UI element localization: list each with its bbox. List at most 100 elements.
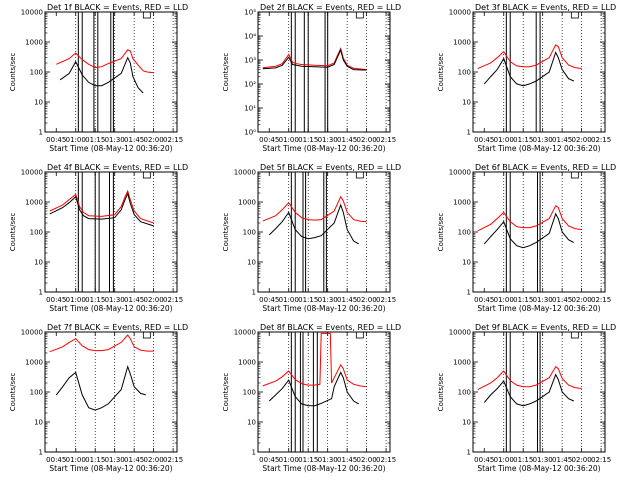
x-tick-label: 02:15 <box>591 296 611 304</box>
y-tick-label: 10⁰ <box>244 129 256 137</box>
panel-title: Det 4f BLACK = Events, RED = LLD <box>47 163 188 172</box>
x-tick-label: 00:45 <box>474 456 494 464</box>
x-axis-label: Start Time (08-May-12 00:36:20) <box>262 304 385 313</box>
y-tick-label: 1000 <box>238 359 256 367</box>
series-line-lld <box>262 47 367 71</box>
y-tick-label: 100 <box>243 389 256 397</box>
x-tick-label: 02:00 <box>144 456 164 464</box>
x-tick-label: 02:00 <box>357 296 377 304</box>
x-axis-label: Start Time (08-May-12 00:36:20) <box>262 464 385 473</box>
x-tick-label: 02:00 <box>357 136 377 144</box>
x-tick-label: 02:15 <box>376 136 396 144</box>
series-line-events <box>262 48 367 71</box>
x-tick-label: 01:30 <box>318 136 338 144</box>
panel-title: Det 5f BLACK = Events, RED = LLD <box>260 163 401 172</box>
plot-frame <box>44 331 178 453</box>
x-tick-label: 01:15 <box>85 136 105 144</box>
series-line-events <box>483 51 575 87</box>
y-tick-label: 100 <box>243 229 256 237</box>
x-axis-label: Start Time (08-May-12 00:36:20) <box>49 464 172 473</box>
panel-title: Det 9f BLACK = Events, RED = LLD <box>475 323 616 332</box>
plot-frame <box>257 331 391 453</box>
x-tick-label: 00:45 <box>46 456 66 464</box>
y-tick-label: 1000 <box>453 199 471 207</box>
y-axis-label: Counts/sec <box>222 213 230 252</box>
y-tick-label: 10 <box>34 419 43 427</box>
x-tick-label: 01:00 <box>494 456 514 464</box>
y-tick-label: 100 <box>30 389 43 397</box>
series-line-events <box>49 192 154 227</box>
y-axis-label: Counts/sec <box>437 53 445 92</box>
plot-frame <box>472 171 606 293</box>
y-tick-label: 10 <box>462 419 471 427</box>
plot-frame <box>44 171 178 293</box>
x-tick-label: 00:45 <box>259 296 279 304</box>
x-tick-label: 01:15 <box>513 136 533 144</box>
y-tick-label: 100 <box>458 389 471 397</box>
y-tick-label: 10000 <box>449 169 471 177</box>
series-line-lld <box>262 195 367 223</box>
legend-box <box>142 11 151 19</box>
y-tick-label: 10⁴ <box>244 33 256 41</box>
y-tick-label: 10000 <box>449 9 471 17</box>
series-line-events <box>483 373 575 407</box>
x-axis-label: Start Time (08-May-12 00:36:20) <box>477 464 600 473</box>
y-tick-label: 100 <box>30 229 43 237</box>
x-tick-label: 01:45 <box>124 456 144 464</box>
x-tick-label: 01:00 <box>279 296 299 304</box>
panel-title: Det 1f BLACK = Events, RED = LLD <box>47 3 188 12</box>
legend-box <box>355 171 364 179</box>
x-tick-label: 02:15 <box>376 456 396 464</box>
x-tick-label: 01:30 <box>105 296 125 304</box>
x-tick-label: 01:45 <box>552 296 572 304</box>
x-tick-label: 00:45 <box>46 136 66 144</box>
x-tick-label: 01:00 <box>66 136 86 144</box>
y-tick-label: 1000 <box>25 199 43 207</box>
x-tick-label: 02:00 <box>357 456 377 464</box>
y-tick-label: 10000 <box>21 9 43 17</box>
x-tick-label: 01:00 <box>494 296 514 304</box>
x-tick-label: 01:45 <box>337 456 357 464</box>
x-tick-label: 01:45 <box>552 456 572 464</box>
series-line-lld <box>262 332 367 388</box>
legend-box <box>142 331 151 339</box>
legend-box <box>355 11 364 19</box>
x-tick-label: 01:15 <box>85 296 105 304</box>
x-tick-label: 00:45 <box>474 296 494 304</box>
x-tick-label: 01:30 <box>318 296 338 304</box>
y-tick-label: 1 <box>467 129 471 137</box>
series-line-events <box>483 212 575 249</box>
y-tick-label: 100 <box>30 69 43 77</box>
x-tick-label: 01:45 <box>124 296 144 304</box>
y-tick-label: 10 <box>462 99 471 107</box>
plot-frame <box>472 331 606 453</box>
y-axis-label: Counts/sec <box>9 213 17 252</box>
x-tick-label: 01:30 <box>105 136 125 144</box>
y-axis-label: Counts/sec <box>9 373 17 412</box>
x-tick-label: 01:00 <box>279 136 299 144</box>
y-tick-label: 10 <box>247 419 256 427</box>
y-tick-label: 10 <box>462 259 471 267</box>
x-tick-label: 01:30 <box>318 456 338 464</box>
x-tick-label: 01:15 <box>298 296 318 304</box>
legend-box <box>570 171 579 179</box>
series-line-lld <box>477 44 582 70</box>
legend-box <box>570 331 579 339</box>
x-tick-label: 02:00 <box>144 296 164 304</box>
x-axis-label: Start Time (08-May-12 00:36:20) <box>49 304 172 313</box>
y-tick-label: 1 <box>252 289 256 297</box>
x-tick-label: 00:45 <box>474 136 494 144</box>
y-axis-label: Counts/sec <box>222 53 230 92</box>
y-tick-label: 10000 <box>21 169 43 177</box>
x-tick-label: 01:00 <box>66 296 86 304</box>
legend-box <box>355 331 364 339</box>
x-tick-label: 02:15 <box>591 136 611 144</box>
